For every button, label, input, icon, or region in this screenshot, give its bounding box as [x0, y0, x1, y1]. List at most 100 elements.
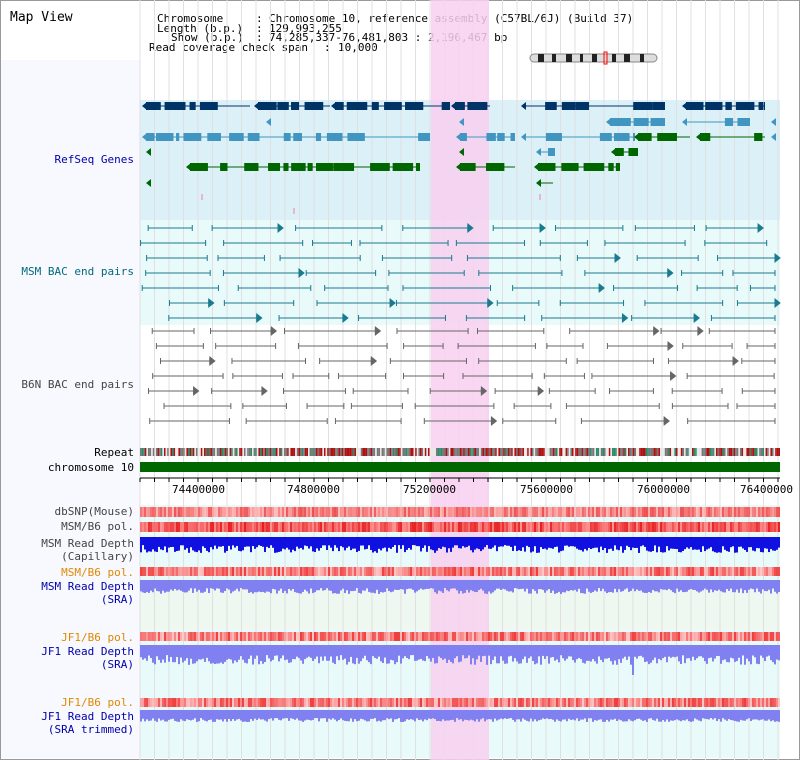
repeat-block — [492, 448, 494, 456]
repeat-block — [420, 448, 422, 456]
depth-bar — [528, 537, 530, 548]
repeat-block — [381, 448, 384, 456]
heat-cell — [180, 698, 182, 707]
heat-cell — [162, 632, 164, 641]
heat-cell — [468, 632, 470, 641]
heat-cell — [600, 698, 602, 707]
depth-bar — [608, 710, 610, 722]
heat-cell — [246, 567, 248, 576]
depth-bar — [198, 710, 200, 722]
heat-cell — [248, 632, 250, 641]
heat-cell — [540, 698, 542, 707]
heat-cell — [700, 698, 702, 707]
bac-pair — [423, 415, 498, 427]
heat-cell — [220, 507, 222, 517]
heat-cell — [294, 522, 296, 532]
track-label-jf1-b6-pol-2[interactable]: JF1/B6 pol. — [61, 696, 134, 709]
heat-cell — [412, 507, 414, 517]
track-label-jf1-b6-pol-1[interactable]: JF1/B6 pol. — [61, 631, 134, 644]
depth-bar — [642, 645, 644, 658]
axis-tick-76400000: 76400000 — [740, 483, 793, 496]
track-label-jf1-depth-trim-1[interactable]: JF1 Read Depth — [41, 710, 134, 723]
depth-bar — [602, 537, 604, 551]
depth-bar — [210, 645, 212, 664]
heat-cell — [588, 522, 590, 532]
depth-bar — [660, 645, 662, 661]
heat-cell — [370, 507, 372, 517]
heat-cell — [298, 567, 300, 576]
depth-bar — [170, 580, 172, 590]
heat-cell — [652, 567, 654, 576]
repeat-block — [370, 448, 372, 456]
heat-cell — [552, 522, 554, 532]
track-label-refseq[interactable]: RefSeq Genes — [54, 153, 134, 166]
heat-cell — [552, 567, 554, 576]
heat-cell — [188, 507, 190, 517]
depth-bar — [622, 580, 624, 592]
track-label-msm-b6-pol-1[interactable]: MSM/B6 pol. — [61, 520, 134, 533]
heat-cell — [310, 698, 312, 707]
depth-bar — [634, 645, 636, 657]
heat-cell — [426, 632, 428, 641]
repeat-block — [333, 448, 336, 456]
depth-bar — [590, 710, 592, 719]
depth-bar — [384, 580, 386, 592]
depth-bar — [562, 580, 564, 593]
depth-bar — [204, 710, 206, 721]
depth-bar — [382, 537, 384, 549]
heat-cell — [704, 632, 706, 641]
track-label-b6n-bac[interactable]: B6N BAC end pairs — [21, 378, 134, 391]
depth-bar — [262, 710, 264, 720]
heat-cell — [494, 632, 496, 641]
depth-bar — [302, 537, 304, 550]
heat-cell — [722, 567, 724, 576]
depth-bar — [248, 710, 250, 722]
repeat-block — [440, 448, 443, 456]
depth-bar — [412, 580, 414, 590]
heat-cell — [220, 522, 222, 532]
depth-bar — [324, 645, 326, 657]
depth-bar — [188, 710, 190, 720]
depth-bar — [764, 710, 766, 721]
heat-cell — [570, 507, 572, 517]
track-label-msm-depth-cap-1[interactable]: MSM Read Depth — [41, 537, 134, 550]
depth-bar — [638, 645, 640, 657]
track-label-repeat[interactable]: Repeat — [94, 446, 134, 459]
heat-cell — [350, 632, 352, 641]
track-label-msm-b6-pol-2[interactable]: MSM/B6 pol. — [61, 566, 134, 579]
depth-bar — [296, 580, 298, 593]
depth-bar — [496, 537, 498, 552]
heat-cell — [624, 698, 626, 707]
heat-cell — [356, 698, 358, 707]
track-label-jf1-depth-sra-1[interactable]: JF1 Read Depth — [41, 645, 134, 658]
heat-cell — [382, 567, 384, 576]
heat-cell — [354, 632, 356, 641]
depth-bar — [206, 710, 208, 722]
repeat-block — [277, 448, 280, 456]
depth-bar — [744, 710, 746, 721]
heat-cell — [624, 507, 626, 517]
heat-cell — [322, 698, 324, 707]
depth-bar — [718, 537, 720, 553]
heat-cell — [456, 632, 458, 641]
heat-cell — [542, 522, 544, 532]
depth-bar — [636, 537, 638, 548]
heat-cell — [674, 698, 676, 707]
depth-bar — [464, 537, 466, 548]
depth-bar — [312, 580, 314, 594]
depth-bar — [700, 645, 702, 657]
heat-cell — [152, 522, 154, 532]
depth-bar — [366, 710, 368, 722]
heat-cell — [222, 567, 224, 576]
heat-cell — [696, 698, 698, 707]
depth-bar — [540, 645, 542, 665]
depth-bar — [480, 645, 482, 662]
depth-bar — [364, 645, 366, 656]
track-label-dbsnp[interactable]: dbSNP(Mouse) — [54, 505, 134, 518]
track-label-msm-bac[interactable]: MSM BAC end pairs — [21, 265, 134, 278]
repeat-block — [213, 448, 216, 456]
depth-bar — [146, 580, 148, 593]
heat-cell — [704, 507, 706, 517]
track-label-msm-depth-sra-1[interactable]: MSM Read Depth — [41, 580, 134, 593]
